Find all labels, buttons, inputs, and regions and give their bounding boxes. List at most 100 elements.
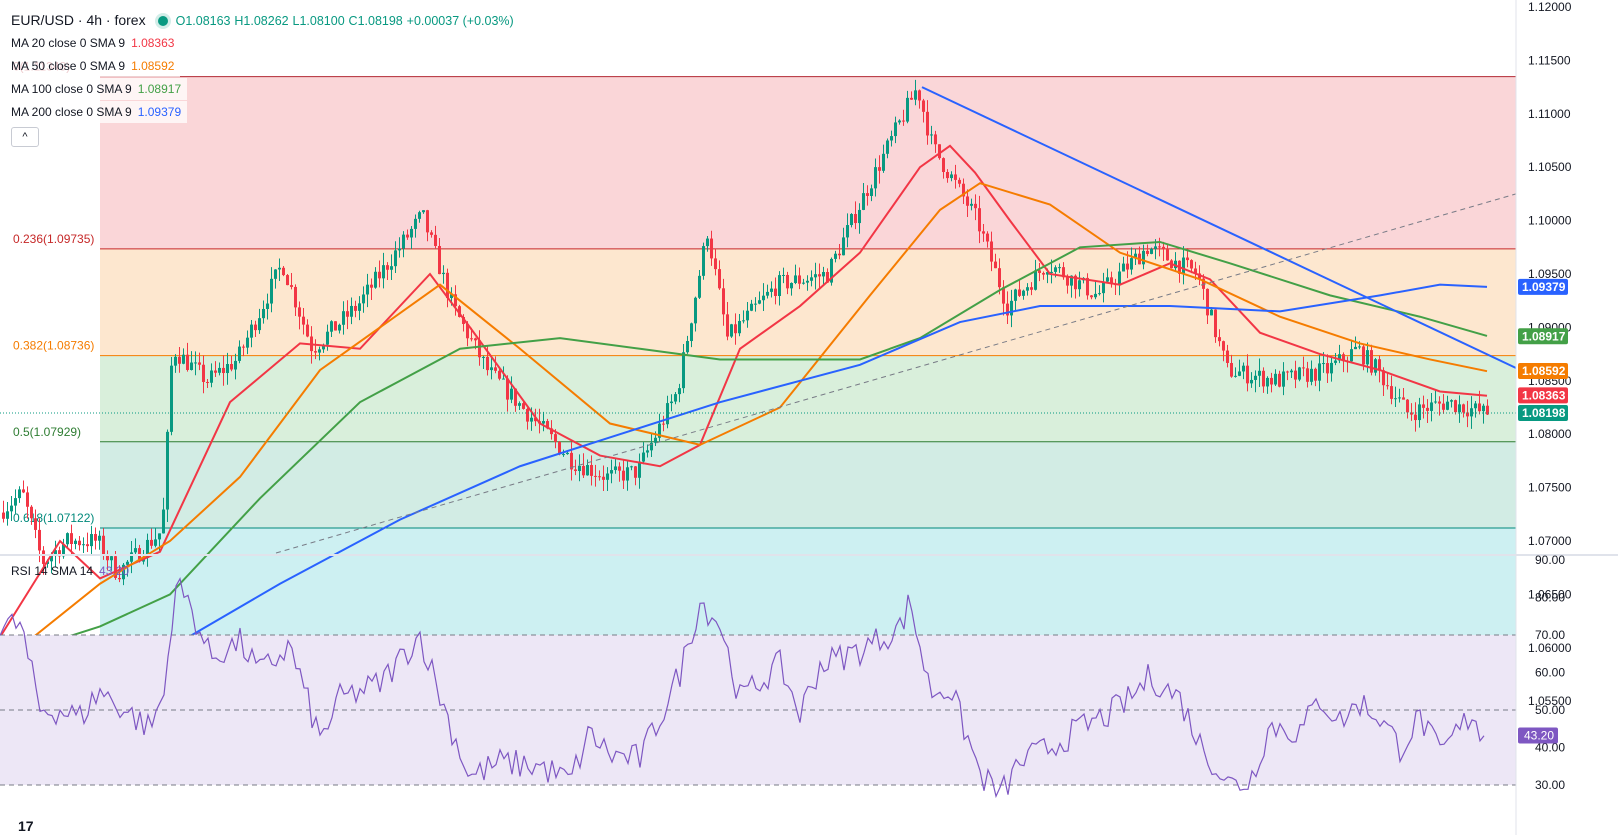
candle-body (1274, 373, 1277, 385)
tradingview-logo[interactable]: 17 (18, 818, 34, 834)
candle-body (278, 267, 281, 270)
candle-body (86, 544, 89, 547)
candle-body (954, 174, 957, 180)
candle-body (1034, 270, 1037, 290)
candle-body (110, 556, 113, 561)
candle-body (786, 274, 789, 289)
candle-body (190, 362, 193, 370)
candle-body (366, 284, 369, 295)
candle-body (742, 320, 745, 322)
candle-body (778, 275, 781, 296)
candle-body (150, 539, 153, 546)
ma-100-legend[interactable]: MA 100 close 0 SMA 9 1.08917 (5, 78, 188, 100)
ma-20-legend[interactable]: MA 20 close 0 SMA 9 1.08363 (5, 32, 181, 54)
candle-body (530, 417, 533, 422)
candle-body (598, 476, 601, 478)
price-badge-label: 1.08917 (1522, 329, 1566, 343)
price-pane[interactable]: 0(1.11348)0.236(1.09735)0.382(1.08736)0.… (0, 60, 1618, 674)
price-tick-label: 1.12000 (1528, 0, 1572, 14)
price-tick-label: 1.07000 (1528, 534, 1572, 548)
candle-body (1394, 398, 1397, 400)
candle-body (494, 367, 497, 371)
candle-body (1322, 363, 1325, 365)
legend-collapse-button[interactable]: ^ (11, 127, 39, 147)
ma-200-legend[interactable]: MA 200 close 0 SMA 9 1.09379 (5, 101, 188, 123)
price-tick-label: 1.06500 (1528, 587, 1572, 601)
candle-body (1122, 263, 1125, 272)
candle-body (30, 506, 33, 519)
candle-body (1102, 281, 1105, 294)
rsi-legend[interactable]: RSI 14 SMA 14 43.20 (11, 564, 129, 578)
candle-body (382, 265, 385, 279)
candle-body (446, 272, 449, 299)
candle-body (614, 466, 617, 471)
candle-body (1038, 270, 1041, 273)
candle-body (1326, 363, 1329, 374)
price-badge-label: 1.08198 (1522, 406, 1566, 420)
symbol-title[interactable]: EUR/USD · 4h · forex (11, 12, 146, 28)
candle-body (386, 265, 389, 270)
candle-body (450, 294, 453, 299)
candle-body (162, 509, 165, 534)
rsi-pane[interactable] (0, 577, 1516, 799)
candle-body (1058, 267, 1061, 269)
candle-body (1306, 368, 1309, 382)
candle-body (1422, 404, 1425, 408)
candle-body (1382, 370, 1385, 386)
candle-body (174, 356, 177, 366)
candle-body (126, 561, 129, 565)
candle-body (706, 238, 709, 247)
candle-body (850, 214, 853, 226)
candle-body (82, 544, 85, 546)
candle-body (262, 308, 265, 319)
candle-body (546, 421, 549, 429)
candle-body (1126, 263, 1129, 270)
candle-body (222, 367, 225, 374)
candle-body (1266, 377, 1269, 387)
candle-body (210, 370, 213, 383)
candle-body (842, 237, 845, 256)
candle-body (918, 90, 921, 101)
candle-body (1078, 280, 1081, 290)
ma-50-legend[interactable]: MA 50 close 0 SMA 9 1.08592 (5, 55, 181, 77)
candle-body (1298, 367, 1301, 380)
ohlc-change: +0.00037 (+0.03%) (406, 14, 514, 28)
candle-body (1226, 350, 1229, 363)
candle-body (470, 338, 473, 340)
candle-body (694, 297, 697, 324)
candle-body (1046, 272, 1049, 275)
price-axis[interactable]: 1.12000 1.11500 1.11000 1.10500 1.10000 1.095… (1515, 0, 1572, 835)
candle-body (658, 423, 661, 438)
candle-body (454, 294, 457, 307)
candle-body (50, 556, 53, 562)
candle-body (1250, 379, 1253, 384)
candle-body (390, 266, 393, 270)
candle-body (2, 512, 5, 519)
candle-body (90, 534, 93, 547)
candle-body (890, 136, 893, 141)
candle-body (858, 209, 861, 224)
candle-body (70, 533, 73, 544)
candle-body (202, 364, 205, 382)
candle-body (498, 370, 501, 379)
candle-body (886, 140, 889, 154)
candle-body (1190, 260, 1193, 269)
rsi-line (0, 577, 1485, 799)
candle-body (218, 367, 221, 373)
candle-body (282, 267, 285, 276)
candle-body (254, 324, 257, 331)
candle-body (102, 535, 105, 556)
candle-body (822, 271, 825, 277)
candle-body (486, 356, 489, 371)
candle-body (1002, 287, 1005, 304)
fib-band (100, 527, 1516, 651)
candle-body (1098, 293, 1101, 295)
ma-200-label: MA 200 close 0 SMA 9 (11, 105, 132, 119)
candle-body (1294, 370, 1297, 380)
candle-body (974, 203, 977, 209)
candle-body (330, 321, 333, 332)
candle-body (542, 421, 545, 424)
candle-body (266, 303, 269, 309)
candle-body (26, 492, 29, 507)
